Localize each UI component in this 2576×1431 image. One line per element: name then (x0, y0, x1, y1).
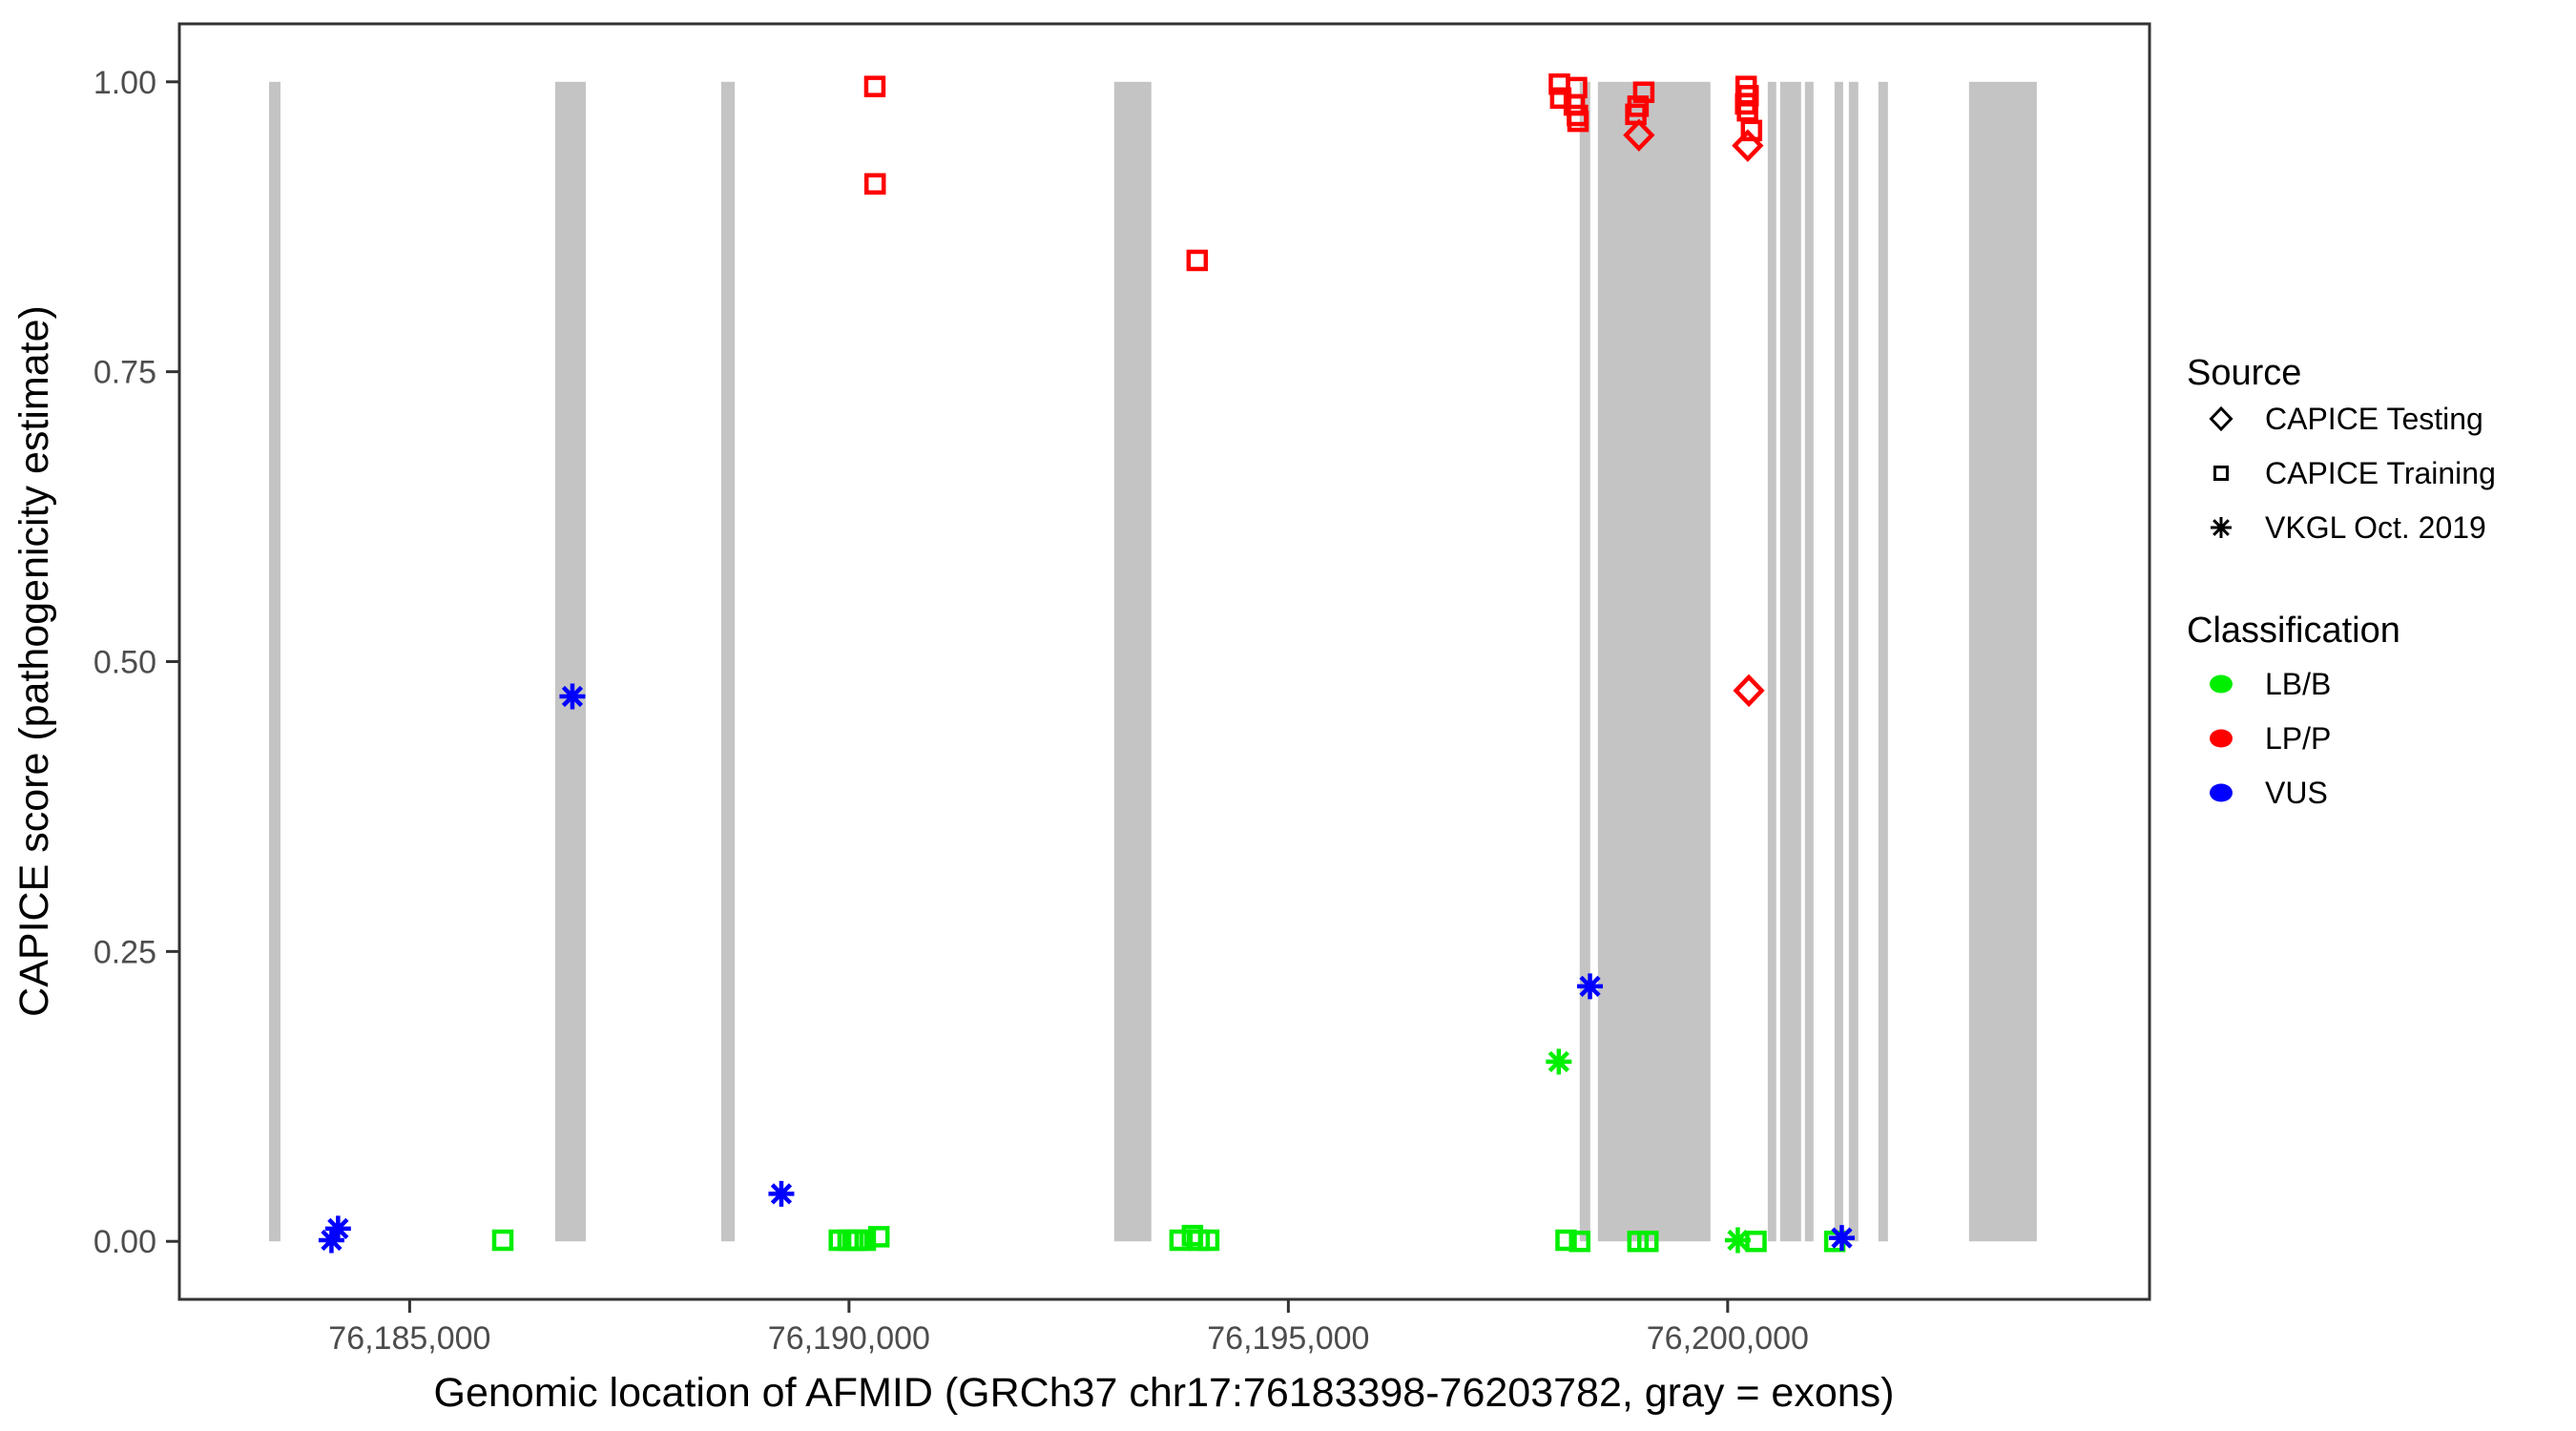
exon-bar (1878, 81, 1888, 1242)
legend-item-vkgl: VKGL Oct. 2019 (2211, 510, 2486, 545)
exon-bar (1804, 81, 1814, 1242)
point-asterisk (1546, 1048, 1572, 1075)
point-square (863, 173, 886, 195)
legend-item-capice-testing: CAPICE Testing (2209, 402, 2483, 436)
legend-item-label: VKGL Oct. 2019 (2265, 510, 2486, 545)
y-axis-title: CAPICE score (pathogenicity estimate) (11, 305, 57, 1017)
point-square (1632, 81, 1655, 103)
exon-bar (720, 81, 736, 1242)
point-square (854, 1229, 877, 1252)
exon-bar (1767, 81, 1776, 1242)
data-points-layer (318, 73, 1855, 1254)
legend-source: Source CAPICE Testing CAPICE Training VK… (2187, 353, 2496, 545)
point-square (1186, 249, 1209, 272)
y-tick-label: 1.00 (93, 65, 156, 101)
point-square (867, 1226, 890, 1248)
exon-bar (1834, 81, 1843, 1242)
point-square (1740, 119, 1763, 142)
legend-item-capice-training: CAPICE Training (2213, 456, 2496, 490)
exon-bar (1597, 81, 1711, 1242)
exon-bar (1968, 81, 2037, 1242)
point-asterisk (1577, 973, 1604, 1000)
exon-bar (1113, 81, 1152, 1242)
legend-classification-title: Classification (2187, 611, 2400, 651)
y-tick-label: 0.75 (93, 355, 156, 391)
lbb-dot-icon (2210, 674, 2233, 694)
point-asterisk (1828, 1225, 1855, 1252)
legend-item-label: CAPICE Training (2265, 456, 2496, 490)
y-tick-label: 0.25 (93, 934, 156, 970)
point-square (1197, 1229, 1220, 1252)
legend-item-label: LB/B (2265, 667, 2331, 701)
point-square (1568, 1230, 1591, 1253)
point-square (1636, 1230, 1659, 1253)
lpp-dot-icon (2210, 729, 2233, 748)
legend-item-label: LP/P (2265, 721, 2331, 756)
y-axis: 0.00 0.25 0.50 0.75 1.00 (93, 65, 179, 1260)
point-asterisk (768, 1180, 795, 1207)
point-diamond (1623, 118, 1655, 152)
point-square (1567, 110, 1589, 133)
diamond-icon (2209, 405, 2233, 432)
exon-bar (269, 81, 281, 1242)
point-square (863, 75, 886, 97)
exon-bar (1579, 81, 1590, 1242)
x-tick-label: 76,195,000 (1207, 1320, 1369, 1357)
x-axis: 76,185,000 76,190,000 76,195,000 76,200,000 (328, 1299, 1809, 1357)
point-asterisk (324, 1215, 351, 1242)
legend-source-title: Source (2187, 353, 2301, 393)
point-diamond (1733, 674, 1765, 708)
legend-item-lbb: LB/B (2210, 667, 2331, 701)
legend-item-vus: VUS (2210, 776, 2328, 810)
point-square (1736, 99, 1758, 122)
y-tick-label: 0.50 (93, 645, 156, 681)
legend-classification: Classification LB/B LP/P VUS (2187, 611, 2400, 810)
point-square (491, 1229, 514, 1252)
exon-bar (554, 81, 586, 1242)
exon-bars-layer (269, 81, 2037, 1242)
point-asterisk (1724, 1227, 1751, 1254)
y-tick-label: 0.00 (93, 1224, 156, 1260)
x-tick-label: 76,185,000 (328, 1320, 490, 1357)
point-diamond (1732, 129, 1764, 162)
point-asterisk (559, 683, 586, 710)
square-icon (2213, 466, 2229, 481)
legend-item-label: VUS (2265, 776, 2328, 810)
legend-item-lpp: LP/P (2210, 721, 2331, 756)
point-square (1555, 1229, 1577, 1252)
point-square (1625, 103, 1647, 126)
point-asterisk (318, 1227, 344, 1254)
x-axis-title: Genomic location of AFMID (GRCh37 chr17:… (434, 1370, 1895, 1416)
exon-bar (1779, 81, 1801, 1242)
vus-dot-icon (2210, 783, 2233, 802)
x-tick-label: 76,190,000 (768, 1320, 930, 1357)
exon-bar (1848, 81, 1859, 1242)
asterisk-icon (2211, 517, 2232, 538)
legend-item-label: CAPICE Testing (2265, 402, 2483, 436)
x-tick-label: 76,200,000 (1647, 1320, 1809, 1357)
